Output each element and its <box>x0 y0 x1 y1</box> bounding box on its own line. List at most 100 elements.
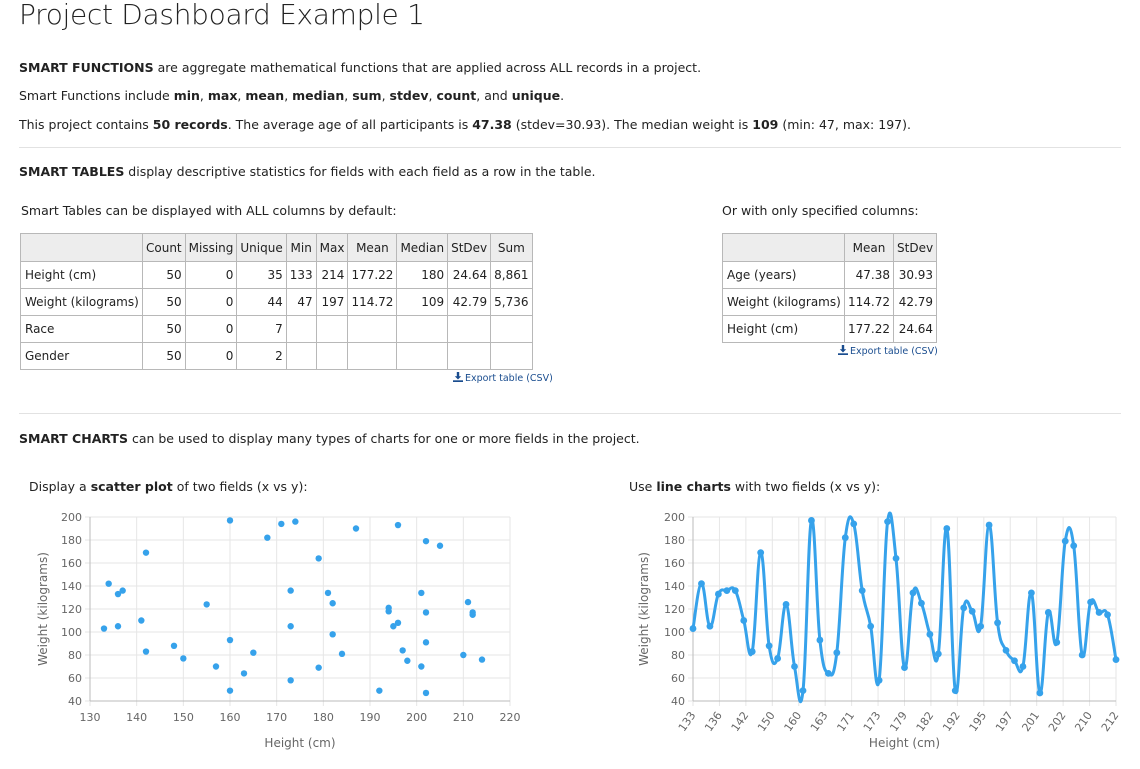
x-tick-label: 182 <box>914 709 937 734</box>
download-icon <box>838 345 848 355</box>
y-tick-label: 180 <box>61 534 82 547</box>
function-separator: , <box>381 88 390 103</box>
full-table-caption: Smart Tables can be displayed with ALL c… <box>21 203 397 218</box>
scatter-point <box>212 663 220 670</box>
summary-a: This project contains <box>19 117 153 132</box>
table-cell: 50 <box>142 315 186 343</box>
row-label: Age (years) <box>722 261 845 289</box>
line-point <box>850 520 858 528</box>
x-tick-label: 140 <box>126 711 147 724</box>
line-point <box>1028 589 1035 597</box>
project-summary-text: This project contains 50 records. The av… <box>19 117 911 132</box>
line-point <box>875 676 883 684</box>
line-point <box>1095 609 1103 616</box>
line-point <box>977 622 985 630</box>
scatter-point <box>418 589 425 597</box>
table-cell: 0 <box>184 342 238 370</box>
table-cell: 114.72 <box>844 288 894 316</box>
column-header <box>20 233 143 262</box>
table-cell: 24.64 <box>892 315 938 343</box>
table-cell: 47 <box>285 288 317 316</box>
scatter-point <box>315 664 322 671</box>
x-tick-label: 195 <box>967 709 990 734</box>
x-tick-label: 200 <box>406 711 427 724</box>
scatter-point <box>422 537 430 545</box>
x-tick-label: 201 <box>1019 709 1042 734</box>
line-point <box>841 534 849 542</box>
line-point <box>951 687 959 695</box>
column-header: Min <box>285 233 317 262</box>
function-separator: , and <box>476 88 512 103</box>
line-point <box>774 655 781 662</box>
x-tick-label: 130 <box>80 711 101 724</box>
line-point <box>723 587 731 594</box>
function-name: median <box>292 88 345 103</box>
y-axis-title: Weight (kilograms) <box>36 552 50 666</box>
table-cell: 7 <box>236 315 287 343</box>
charts-intro: SMART CHARTS can be used to display many… <box>19 431 640 446</box>
scatter-point <box>287 587 294 594</box>
scatter-point <box>226 636 234 644</box>
table-cell <box>347 342 398 370</box>
function-separator: , <box>237 88 246 103</box>
functions-intro-text: are aggregate mathematical functions tha… <box>153 60 702 75</box>
line-point <box>960 604 968 612</box>
line-point <box>816 636 824 644</box>
row-label: Height (cm) <box>722 315 845 343</box>
x-tick-label: 150 <box>755 709 778 734</box>
row-label: Race <box>20 315 143 343</box>
tables-heading: SMART TABLES <box>19 164 125 179</box>
line-point <box>824 670 832 677</box>
table-cell: 214 <box>315 261 349 289</box>
table-cell: 35 <box>236 261 287 289</box>
scatter-point <box>250 649 257 656</box>
table-cell: 109 <box>396 288 449 316</box>
table-cell <box>285 342 317 370</box>
y-tick-label: 120 <box>664 603 685 616</box>
scatter-point <box>394 521 402 529</box>
scatter-point <box>203 601 210 608</box>
x-tick-label: 180 <box>313 711 334 724</box>
x-tick-label: 170 <box>266 711 287 724</box>
line-point <box>689 625 697 632</box>
y-tick-label: 40 <box>68 695 82 708</box>
scatter-point <box>226 517 234 524</box>
x-tick-label: 150 <box>173 711 194 724</box>
line-point <box>782 601 790 608</box>
export-table-csv-link[interactable]: Export table (CSV) <box>453 372 553 384</box>
y-tick-label: 60 <box>671 672 685 685</box>
export-table-csv-link[interactable]: Export table (CSV) <box>838 345 938 357</box>
table-row: Gender 50 0 2 <box>20 342 533 370</box>
x-tick-label: 171 <box>834 709 857 734</box>
table-cell: 30.93 <box>892 261 938 289</box>
scatter-point <box>478 656 486 663</box>
scatter-point <box>226 687 234 694</box>
line-caption-bold: line charts <box>656 479 731 494</box>
line-point <box>985 521 993 529</box>
y-axis-title: Weight (kilograms) <box>637 552 651 666</box>
table-cell: 24.64 <box>447 261 492 289</box>
scatter-point <box>105 580 112 587</box>
summary-c: (stdev=30.93). The median weight is <box>511 117 753 132</box>
column-header <box>722 233 845 262</box>
section-divider <box>19 413 1121 414</box>
line-point <box>808 517 815 524</box>
table-cell: 5,736 <box>490 288 533 316</box>
x-tick-label: 190 <box>360 711 381 724</box>
line-point <box>1002 647 1010 654</box>
tables-intro: SMART TABLES display descriptive statist… <box>19 164 596 179</box>
table-row: Age (years) 47.38 30.93 <box>722 261 938 289</box>
line-point <box>1011 657 1018 665</box>
column-header: Count <box>142 233 186 262</box>
scatter-point <box>119 587 126 594</box>
y-tick-label: 180 <box>664 534 685 547</box>
table-cell: 0 <box>184 261 238 289</box>
line-point <box>909 589 917 597</box>
line-point <box>926 630 934 638</box>
table-cell: 0 <box>184 288 238 316</box>
scatter-point <box>422 609 430 616</box>
table-row: Height (cm) 50 0 35 133 214 177.22 180 24.64 8,86… <box>20 261 533 289</box>
scatter-point <box>292 518 299 525</box>
line-caption-post: with two fields (x vs y): <box>730 479 881 494</box>
